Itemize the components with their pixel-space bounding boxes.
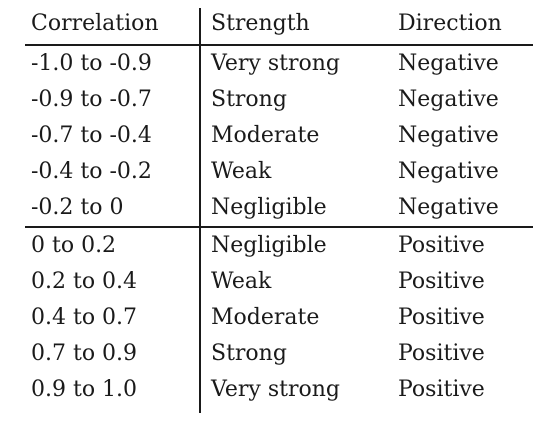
table-row: -1.0 to -0.9 Very strong Negative	[25, 46, 533, 82]
table-row: -0.2 to 0 Negligible Negative	[25, 190, 533, 226]
cell-correlation: -0.9 to -0.7	[31, 87, 152, 112]
cell-strength: Very strong	[211, 377, 340, 402]
cell-direction: Positive	[398, 377, 485, 402]
table-row: 0 to 0.2 Negligible Positive	[25, 228, 533, 264]
cell-correlation: -0.4 to -0.2	[31, 159, 152, 184]
table-header-row: Correlation Strength Direction	[25, 6, 533, 42]
cell-direction: Negative	[398, 51, 499, 76]
cell-strength: Negligible	[211, 233, 327, 258]
header-direction: Direction	[398, 11, 502, 36]
table-row: 0.7 to 0.9 Strong Positive	[25, 336, 533, 372]
cell-strength: Moderate	[211, 123, 320, 148]
cell-strength: Strong	[211, 341, 287, 366]
cell-direction: Positive	[398, 233, 485, 258]
table-row: -0.9 to -0.7 Strong Negative	[25, 82, 533, 118]
sign-separator-rule	[25, 226, 533, 228]
table-row: 0.2 to 0.4 Weak Positive	[25, 264, 533, 300]
cell-strength: Weak	[211, 159, 272, 184]
table-grid: Correlation Strength Direction -1.0 to -…	[25, 0, 533, 418]
cell-direction: Negative	[398, 123, 499, 148]
column-divider	[199, 8, 201, 413]
cell-strength: Weak	[211, 269, 272, 294]
cell-strength: Strong	[211, 87, 287, 112]
header-strength: Strength	[211, 11, 310, 36]
cell-correlation: -0.7 to -0.4	[31, 123, 152, 148]
cell-direction: Negative	[398, 87, 499, 112]
header-correlation: Correlation	[31, 11, 159, 36]
header-rule	[25, 44, 533, 46]
table-row: -0.4 to -0.2 Weak Negative	[25, 154, 533, 190]
cell-strength: Very strong	[211, 51, 340, 76]
cell-strength: Moderate	[211, 305, 320, 330]
cell-direction: Negative	[398, 195, 499, 220]
table-row: 0.9 to 1.0 Very strong Positive	[25, 372, 533, 408]
cell-correlation: -0.2 to 0	[31, 195, 124, 220]
cell-correlation: 0 to 0.2	[31, 233, 117, 258]
cell-direction: Positive	[398, 305, 485, 330]
cell-correlation: 0.9 to 1.0	[31, 377, 138, 402]
cell-correlation: 0.2 to 0.4	[31, 269, 138, 294]
cell-correlation: 0.4 to 0.7	[31, 305, 138, 330]
cell-strength: Negligible	[211, 195, 327, 220]
table-row: 0.4 to 0.7 Moderate Positive	[25, 300, 533, 336]
cell-direction: Positive	[398, 341, 485, 366]
cell-direction: Negative	[398, 159, 499, 184]
table-row: -0.7 to -0.4 Moderate Negative	[25, 118, 533, 154]
correlation-table: Correlation Strength Direction -1.0 to -…	[25, 0, 533, 418]
cell-direction: Positive	[398, 269, 485, 294]
cell-correlation: 0.7 to 0.9	[31, 341, 138, 366]
cell-correlation: -1.0 to -0.9	[31, 51, 152, 76]
